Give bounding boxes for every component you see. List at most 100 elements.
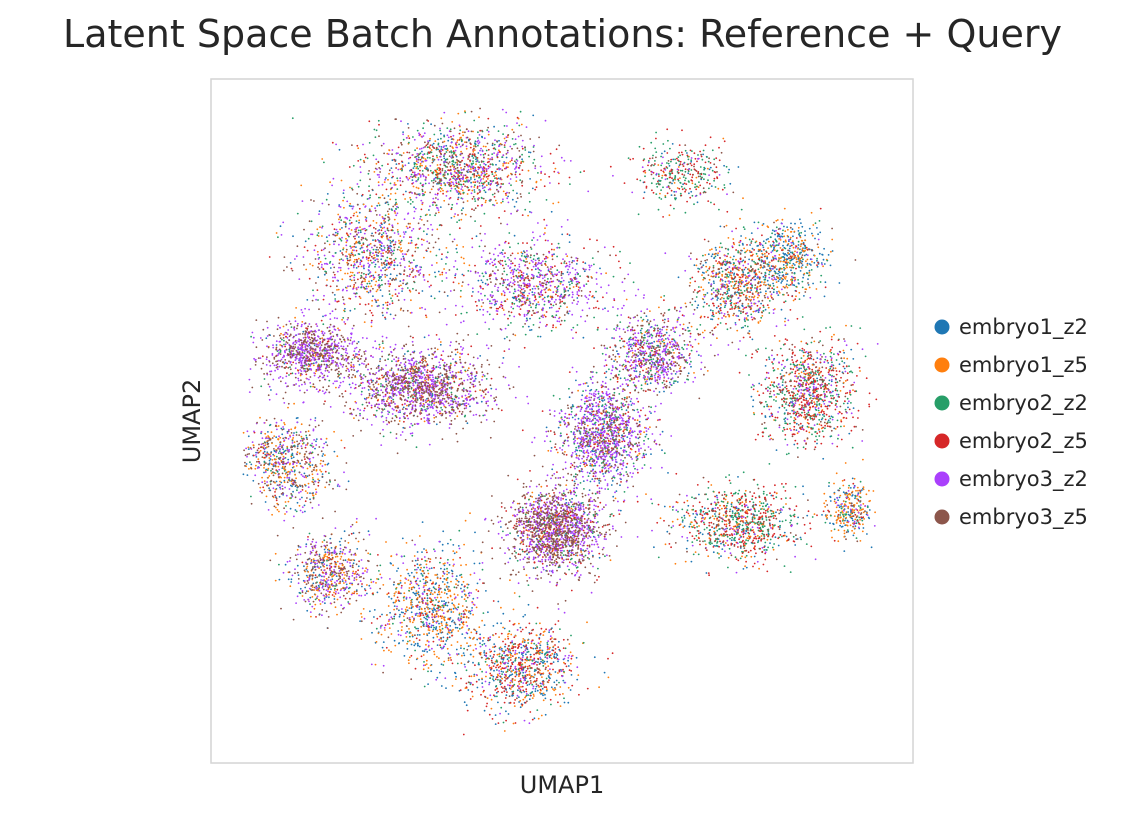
data-point (360, 297, 362, 299)
data-point (548, 288, 550, 290)
data-point (863, 489, 865, 491)
data-point (747, 506, 749, 508)
data-point (765, 284, 767, 286)
data-point (385, 214, 387, 216)
data-point (315, 417, 317, 419)
data-point (341, 278, 343, 280)
data-point (671, 194, 673, 196)
data-point (448, 586, 450, 588)
data-point (842, 512, 844, 514)
data-point (742, 305, 744, 307)
data-point (558, 641, 560, 643)
data-point (758, 383, 760, 385)
data-point (420, 573, 422, 575)
data-point (301, 423, 303, 425)
data-point (698, 343, 700, 345)
data-point (599, 557, 601, 559)
data-point (312, 289, 314, 291)
data-point (540, 683, 542, 685)
data-point (466, 642, 468, 644)
data-point (562, 680, 564, 682)
data-point (564, 451, 566, 453)
data-point (419, 569, 421, 571)
data-point (331, 547, 333, 549)
data-point (498, 140, 500, 142)
data-point (742, 243, 744, 245)
data-point (743, 568, 745, 570)
data-point (504, 146, 506, 148)
data-point (494, 144, 496, 146)
data-point (499, 160, 501, 162)
data-point (807, 259, 809, 261)
data-point (358, 341, 360, 343)
data-point (650, 412, 652, 414)
data-point (467, 422, 469, 424)
data-point (463, 258, 465, 260)
data-point (719, 505, 721, 507)
data-point (693, 372, 695, 374)
data-point (776, 281, 778, 283)
data-point (406, 636, 408, 638)
data-point (316, 438, 318, 440)
data-point (799, 218, 801, 220)
data-point (510, 688, 512, 690)
data-point (474, 532, 476, 534)
data-point (275, 489, 277, 491)
data-point (728, 557, 730, 559)
data-point (862, 523, 864, 525)
data-point (271, 514, 273, 516)
data-point (533, 159, 535, 161)
data-point (324, 464, 326, 466)
data-point (410, 604, 412, 606)
data-point (406, 643, 408, 645)
data-point (678, 166, 680, 168)
data-point (368, 286, 370, 288)
data-point (386, 275, 388, 277)
data-point (485, 263, 487, 265)
data-point (417, 179, 419, 181)
data-point (381, 284, 383, 286)
data-point (441, 280, 443, 282)
data-point (691, 561, 693, 563)
data-point (443, 268, 445, 270)
data-point (522, 655, 524, 657)
data-point (416, 147, 418, 149)
data-point (358, 258, 360, 260)
data-point (702, 533, 704, 535)
data-point (458, 545, 460, 547)
data-point (842, 506, 844, 508)
data-point (807, 278, 809, 280)
data-point (385, 381, 387, 383)
data-point (737, 476, 739, 478)
data-point (277, 509, 279, 511)
data-point (742, 197, 744, 199)
data-point (709, 279, 711, 281)
data-point (441, 663, 443, 665)
data-point (610, 559, 612, 561)
data-point (483, 182, 485, 184)
data-point (413, 206, 415, 208)
data-point (403, 592, 405, 594)
data-point (786, 280, 788, 282)
data-point (446, 586, 448, 588)
data-point (711, 255, 713, 257)
data-point (474, 198, 476, 200)
data-point (429, 623, 431, 625)
data-point (513, 609, 515, 611)
data-point (833, 523, 835, 525)
data-point (452, 629, 454, 631)
data-point (803, 250, 805, 252)
data-point (859, 370, 861, 372)
data-point (474, 200, 476, 202)
data-point (767, 280, 769, 282)
data-point (503, 357, 505, 359)
data-point (662, 431, 664, 433)
data-point (688, 372, 690, 374)
data-point (529, 201, 531, 203)
data-point (406, 226, 408, 228)
data-point (382, 295, 384, 297)
data-point (378, 202, 380, 204)
data-point (333, 431, 335, 433)
data-point (371, 300, 373, 302)
data-point (358, 565, 360, 567)
